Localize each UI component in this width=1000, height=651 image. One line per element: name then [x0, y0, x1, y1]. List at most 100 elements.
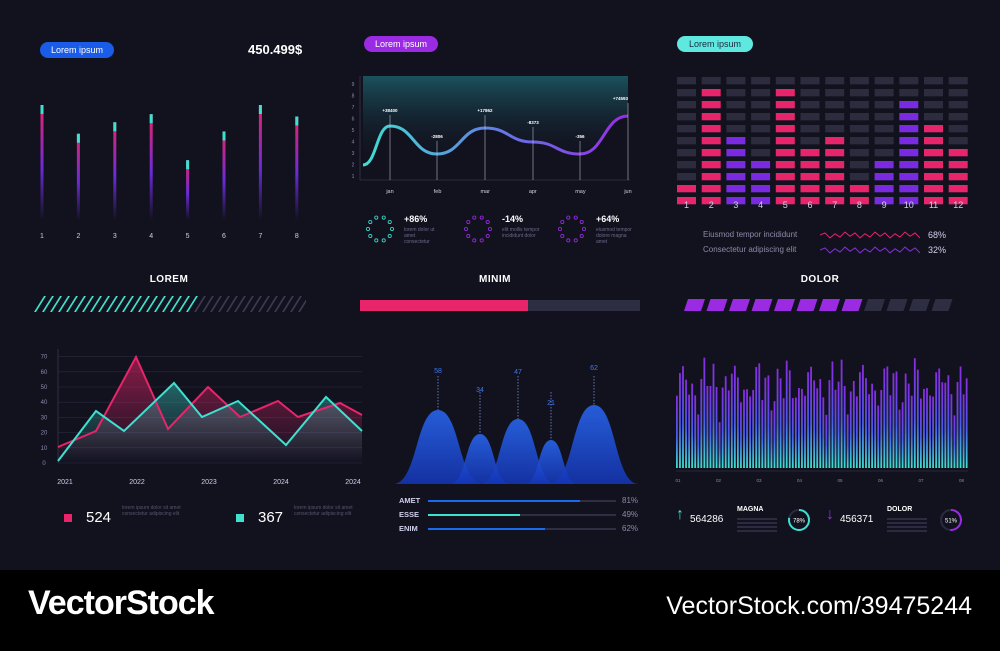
peak-shape	[395, 410, 483, 484]
kpi-ring-dot	[558, 226, 563, 231]
spectrum-bar	[965, 378, 968, 468]
spectrum-bar	[874, 390, 877, 468]
equalizer-cell	[825, 101, 845, 109]
spectrum-bar	[788, 370, 791, 468]
series-cyan-area	[58, 383, 362, 463]
stat-text-line	[887, 526, 927, 528]
series-cyan-line	[57, 381, 363, 462]
spectrum-bar	[676, 395, 678, 468]
spectrum-bar	[706, 385, 709, 468]
peak-label: 34	[476, 387, 484, 394]
progress-stripe	[282, 296, 294, 312]
kpi-ring-dot	[581, 226, 586, 231]
spectrum-bar	[929, 395, 931, 468]
kpi-ring-dot	[472, 215, 477, 220]
spectrum-bar	[877, 405, 880, 468]
equalizer-cell	[849, 185, 869, 193]
spectrum-bar	[773, 401, 776, 468]
x-tick-label: 11	[929, 200, 938, 210]
equalizer-cell	[825, 197, 845, 205]
y-tick-label: 40	[41, 400, 48, 406]
arrow-up-icon: ↑	[676, 506, 684, 523]
equalizer-cell	[948, 173, 968, 181]
kpi-ring-dot	[479, 238, 484, 243]
progress-stripe	[250, 296, 262, 312]
equalizer-cell	[948, 101, 968, 109]
equalizer-cell	[701, 101, 721, 109]
x-tick-label: 2024	[345, 479, 361, 486]
equalizer-cell	[726, 89, 746, 97]
x-tick-label: 01	[675, 478, 681, 483]
spectrum-bar	[810, 366, 812, 468]
spectrum-bar	[868, 394, 870, 468]
progress-segment	[774, 299, 795, 311]
spectrum-bar	[798, 387, 800, 468]
equalizer-cell	[800, 161, 820, 169]
panel4-area-chart: 0 10 20 30 40 50 60 70 2021 2022 2023 2024 2024	[41, 349, 363, 486]
spectrum-bar	[840, 359, 843, 468]
spectrum-bar	[752, 389, 755, 468]
progress-stripe	[170, 296, 182, 312]
spectrum-bar	[920, 398, 922, 468]
equalizer-cell	[849, 137, 869, 145]
kpi-ring-dot	[366, 226, 371, 231]
x-tick-label: 2024	[273, 479, 289, 486]
equalizer-cell	[726, 125, 746, 133]
equalizer-cell	[677, 125, 696, 133]
equalizer-cell	[751, 77, 771, 85]
progress-stripe	[258, 296, 270, 312]
spectrum-bar	[743, 389, 745, 468]
equalizer-cell	[874, 101, 894, 109]
panel1-pill[interactable]: Lorem ipsum	[40, 42, 114, 58]
spectrum-bar	[956, 381, 959, 468]
kpi-ring-dot	[387, 234, 392, 239]
panel2-pill[interactable]: Lorem ipsum	[364, 36, 438, 52]
bar-cap-4	[149, 114, 153, 124]
equalizer-cell	[726, 161, 746, 169]
equalizer-cell	[751, 185, 771, 193]
panel3-pill[interactable]: Lorem ipsum	[677, 36, 753, 52]
equalizer-cell	[677, 137, 696, 145]
peak-label: 58	[434, 368, 442, 375]
row-fill	[428, 528, 545, 530]
equalizer-cell	[775, 89, 795, 97]
progress-stripe	[122, 296, 134, 312]
spectrum-bar	[938, 368, 941, 468]
spectrum-bar	[837, 381, 840, 468]
equalizer-cell	[677, 197, 696, 205]
equalizer-cell	[924, 173, 943, 181]
spectrum-bar	[825, 414, 828, 468]
panel3-progress-segments	[684, 299, 953, 311]
x-tick-label: may	[575, 189, 586, 195]
spectrum-bar	[721, 387, 724, 468]
spectrum-bar	[779, 378, 782, 468]
progress-stripe	[138, 296, 150, 312]
equalizer-cell	[924, 161, 943, 169]
stat-text-line	[887, 522, 927, 524]
progress-stripe	[146, 296, 158, 312]
equalizer-cell	[899, 77, 919, 85]
x-tick-label: 7	[832, 200, 837, 210]
equalizer-cell	[948, 77, 968, 85]
equalizer-cell	[677, 113, 696, 121]
kpi-ring-dot	[560, 234, 565, 239]
spectrum-bar	[926, 388, 928, 468]
spectrum-bar	[679, 373, 681, 468]
kpi-value: -14%	[502, 214, 524, 224]
progress-stripe	[274, 296, 286, 312]
equalizer-cell	[924, 185, 943, 193]
bar-8	[295, 116, 299, 220]
bar-cap-6	[222, 131, 226, 141]
spectrum-bar	[712, 363, 715, 468]
bar-cap-8	[295, 116, 299, 126]
equalizer-cell	[924, 125, 943, 133]
equalizer-cell	[701, 185, 721, 193]
spectrum-bar	[947, 375, 950, 468]
progress-stripe	[226, 296, 238, 312]
equalizer-cell	[924, 77, 943, 85]
spectrum-bar	[807, 372, 809, 468]
legend-label: Eiusmod tempor incididunt	[703, 230, 798, 239]
kpi-ring-icon	[366, 215, 394, 243]
progress-stripe	[130, 296, 142, 312]
annotation-label: -2806	[431, 134, 443, 139]
